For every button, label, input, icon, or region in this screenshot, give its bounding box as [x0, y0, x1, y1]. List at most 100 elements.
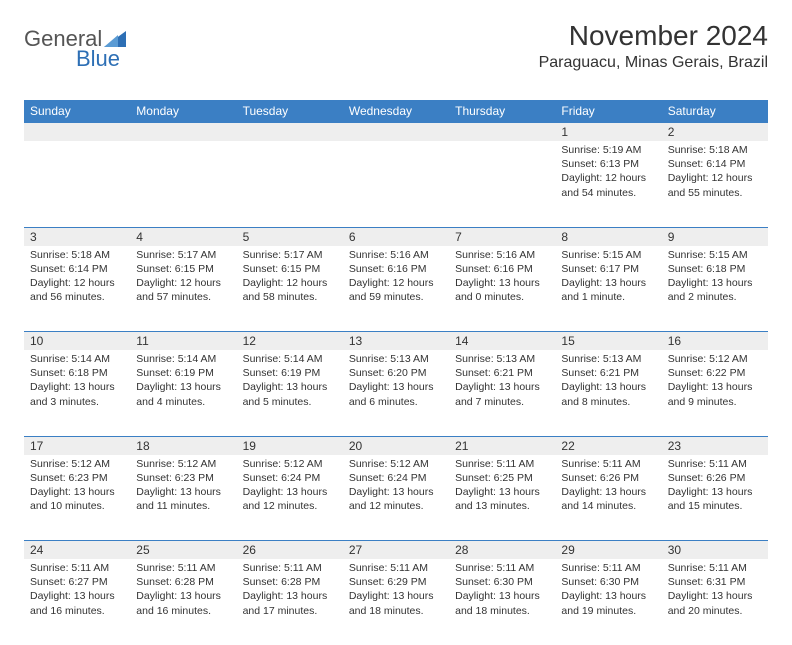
- sunrise-text: Sunrise: 5:13 AM: [455, 352, 549, 366]
- sunset-text: Sunset: 6:25 PM: [455, 471, 549, 485]
- day-number-cell: 30: [662, 541, 768, 560]
- content-row: Sunrise: 5:18 AMSunset: 6:14 PMDaylight:…: [24, 246, 768, 332]
- day-number-cell: 4: [130, 227, 236, 246]
- day-number-cell: 9: [662, 227, 768, 246]
- daylight-text: Daylight: 13 hours and 5 minutes.: [243, 380, 337, 408]
- sunrise-text: Sunrise: 5:11 AM: [136, 561, 230, 575]
- day-number-cell: [449, 123, 555, 142]
- sunset-text: Sunset: 6:23 PM: [136, 471, 230, 485]
- daynum-row: 17181920212223: [24, 436, 768, 455]
- title-block: November 2024 Paraguacu, Minas Gerais, B…: [539, 20, 768, 72]
- daylight-text: Daylight: 13 hours and 9 minutes.: [668, 380, 762, 408]
- sunset-text: Sunset: 6:18 PM: [30, 366, 124, 380]
- day-cell: Sunrise: 5:11 AMSunset: 6:30 PMDaylight:…: [449, 559, 555, 645]
- daynum-row: 12: [24, 123, 768, 142]
- daynum-row: 3456789: [24, 227, 768, 246]
- sunset-text: Sunset: 6:24 PM: [349, 471, 443, 485]
- day-cell: Sunrise: 5:13 AMSunset: 6:20 PMDaylight:…: [343, 350, 449, 436]
- calendar-table: Sunday Monday Tuesday Wednesday Thursday…: [24, 100, 768, 645]
- day-header: Friday: [555, 100, 661, 123]
- daylight-text: Daylight: 13 hours and 17 minutes.: [243, 589, 337, 617]
- day-number-cell: 3: [24, 227, 130, 246]
- daylight-text: Daylight: 13 hours and 20 minutes.: [668, 589, 762, 617]
- day-cell: Sunrise: 5:11 AMSunset: 6:28 PMDaylight:…: [130, 559, 236, 645]
- sunset-text: Sunset: 6:28 PM: [243, 575, 337, 589]
- day-cell: Sunrise: 5:11 AMSunset: 6:26 PMDaylight:…: [662, 455, 768, 541]
- sunset-text: Sunset: 6:16 PM: [349, 262, 443, 276]
- sunrise-text: Sunrise: 5:11 AM: [668, 561, 762, 575]
- day-number-cell: 17: [24, 436, 130, 455]
- day-header: Thursday: [449, 100, 555, 123]
- day-number-cell: 19: [237, 436, 343, 455]
- sunrise-text: Sunrise: 5:14 AM: [136, 352, 230, 366]
- sunrise-text: Sunrise: 5:17 AM: [243, 248, 337, 262]
- daylight-text: Daylight: 13 hours and 11 minutes.: [136, 485, 230, 513]
- content-row: Sunrise: 5:11 AMSunset: 6:27 PMDaylight:…: [24, 559, 768, 645]
- sunrise-text: Sunrise: 5:14 AM: [243, 352, 337, 366]
- day-cell: Sunrise: 5:17 AMSunset: 6:15 PMDaylight:…: [237, 246, 343, 332]
- daylight-text: Daylight: 12 hours and 58 minutes.: [243, 276, 337, 304]
- day-number-cell: 24: [24, 541, 130, 560]
- sunset-text: Sunset: 6:26 PM: [668, 471, 762, 485]
- daylight-text: Daylight: 13 hours and 14 minutes.: [561, 485, 655, 513]
- content-row: Sunrise: 5:14 AMSunset: 6:18 PMDaylight:…: [24, 350, 768, 436]
- sunrise-text: Sunrise: 5:13 AM: [349, 352, 443, 366]
- sunrise-text: Sunrise: 5:11 AM: [243, 561, 337, 575]
- sunrise-text: Sunrise: 5:11 AM: [455, 457, 549, 471]
- day-number-cell: 1: [555, 123, 661, 142]
- header: General November 2024 Paraguacu, Minas G…: [24, 20, 768, 72]
- day-cell: Sunrise: 5:13 AMSunset: 6:21 PMDaylight:…: [555, 350, 661, 436]
- daylight-text: Daylight: 12 hours and 59 minutes.: [349, 276, 443, 304]
- day-number-cell: 22: [555, 436, 661, 455]
- day-cell: [130, 141, 236, 227]
- sunrise-text: Sunrise: 5:15 AM: [561, 248, 655, 262]
- day-number-cell: 2: [662, 123, 768, 142]
- day-number-cell: 25: [130, 541, 236, 560]
- day-number-cell: 14: [449, 332, 555, 351]
- sunrise-text: Sunrise: 5:18 AM: [668, 143, 762, 157]
- daylight-text: Daylight: 13 hours and 12 minutes.: [349, 485, 443, 513]
- day-number-cell: 15: [555, 332, 661, 351]
- day-number-cell: 12: [237, 332, 343, 351]
- day-cell: Sunrise: 5:12 AMSunset: 6:24 PMDaylight:…: [343, 455, 449, 541]
- sunrise-text: Sunrise: 5:16 AM: [349, 248, 443, 262]
- daylight-text: Daylight: 13 hours and 12 minutes.: [243, 485, 337, 513]
- daylight-text: Daylight: 12 hours and 57 minutes.: [136, 276, 230, 304]
- sunset-text: Sunset: 6:26 PM: [561, 471, 655, 485]
- sunset-text: Sunset: 6:15 PM: [136, 262, 230, 276]
- sunset-text: Sunset: 6:30 PM: [561, 575, 655, 589]
- location: Paraguacu, Minas Gerais, Brazil: [539, 54, 768, 72]
- day-cell: Sunrise: 5:17 AMSunset: 6:15 PMDaylight:…: [130, 246, 236, 332]
- day-header: Wednesday: [343, 100, 449, 123]
- daylight-text: Daylight: 13 hours and 8 minutes.: [561, 380, 655, 408]
- daylight-text: Daylight: 13 hours and 1 minute.: [561, 276, 655, 304]
- daylight-text: Daylight: 13 hours and 0 minutes.: [455, 276, 549, 304]
- day-number-cell: 6: [343, 227, 449, 246]
- daylight-text: Daylight: 12 hours and 54 minutes.: [561, 171, 655, 199]
- daylight-text: Daylight: 13 hours and 16 minutes.: [136, 589, 230, 617]
- sunrise-text: Sunrise: 5:15 AM: [668, 248, 762, 262]
- daylight-text: Daylight: 13 hours and 3 minutes.: [30, 380, 124, 408]
- day-cell: Sunrise: 5:12 AMSunset: 6:24 PMDaylight:…: [237, 455, 343, 541]
- day-cell: Sunrise: 5:11 AMSunset: 6:30 PMDaylight:…: [555, 559, 661, 645]
- day-cell: Sunrise: 5:13 AMSunset: 6:21 PMDaylight:…: [449, 350, 555, 436]
- day-cell: [24, 141, 130, 227]
- day-cell: [343, 141, 449, 227]
- day-cell: Sunrise: 5:19 AMSunset: 6:13 PMDaylight:…: [555, 141, 661, 227]
- day-cell: Sunrise: 5:16 AMSunset: 6:16 PMDaylight:…: [449, 246, 555, 332]
- day-cell: Sunrise: 5:14 AMSunset: 6:19 PMDaylight:…: [237, 350, 343, 436]
- sunrise-text: Sunrise: 5:11 AM: [561, 561, 655, 575]
- sunset-text: Sunset: 6:13 PM: [561, 157, 655, 171]
- sunrise-text: Sunrise: 5:12 AM: [30, 457, 124, 471]
- day-cell: Sunrise: 5:11 AMSunset: 6:29 PMDaylight:…: [343, 559, 449, 645]
- day-cell: Sunrise: 5:14 AMSunset: 6:19 PMDaylight:…: [130, 350, 236, 436]
- daylight-text: Daylight: 13 hours and 18 minutes.: [455, 589, 549, 617]
- daylight-text: Daylight: 12 hours and 56 minutes.: [30, 276, 124, 304]
- day-cell: Sunrise: 5:12 AMSunset: 6:23 PMDaylight:…: [130, 455, 236, 541]
- day-number-cell: 16: [662, 332, 768, 351]
- day-header: Sunday: [24, 100, 130, 123]
- sunrise-text: Sunrise: 5:12 AM: [243, 457, 337, 471]
- day-cell: Sunrise: 5:15 AMSunset: 6:17 PMDaylight:…: [555, 246, 661, 332]
- day-number-cell: 27: [343, 541, 449, 560]
- day-number-cell: 21: [449, 436, 555, 455]
